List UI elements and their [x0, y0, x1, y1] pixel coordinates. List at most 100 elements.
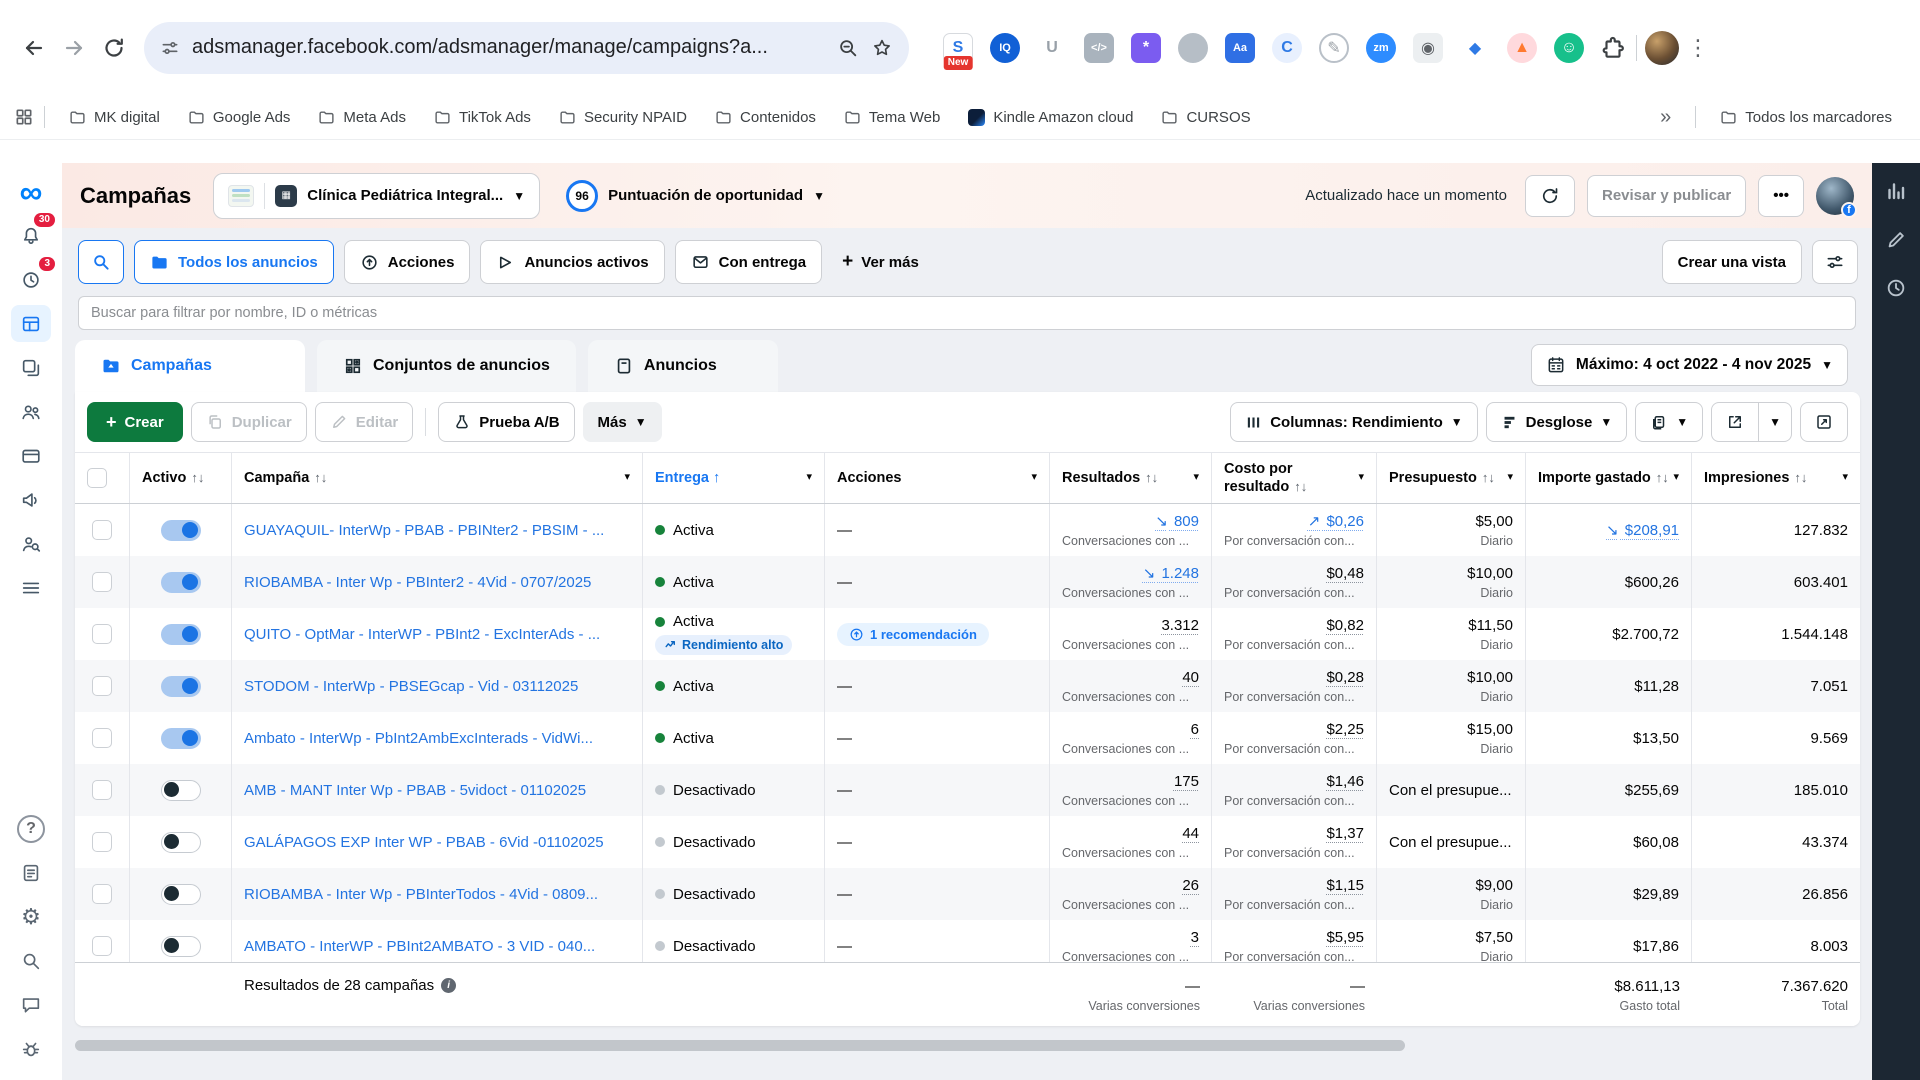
reports-button[interactable]: ▼ — [1635, 402, 1704, 442]
row-checkbox[interactable] — [92, 572, 112, 592]
all-bookmarks-folder[interactable]: Todos los marcadores — [1706, 109, 1906, 126]
sidebar-item-campaigns-table[interactable] — [11, 305, 51, 342]
create-button[interactable]: + Crear — [87, 402, 183, 442]
campaign-link[interactable]: AMBATO - InterWP - PBInt2AMBATO - 3 VID … — [244, 937, 596, 955]
photos-extension-icon[interactable]: ◉ — [1413, 32, 1443, 63]
sidebar-item-notes[interactable] — [11, 854, 51, 891]
results-value[interactable]: 175 — [1173, 772, 1199, 790]
tab-ad-sets[interactable]: Conjuntos de anuncios — [317, 340, 576, 392]
row-checkbox[interactable] — [92, 676, 112, 696]
address-bar[interactable]: adsmanager.facebook.com/adsmanager/manag… — [144, 21, 909, 74]
row-checkbox[interactable] — [92, 832, 112, 852]
cost-value[interactable]: $5,95 — [1326, 928, 1364, 946]
spent-value[interactable]: ↘ $208,91 — [1606, 522, 1679, 539]
campaign-link[interactable]: QUITO - OptMar - InterWP - PBInt2 - ExcI… — [244, 625, 601, 643]
cost-value[interactable]: ↗ $0,26 — [1307, 513, 1364, 530]
active-toggle[interactable] — [160, 935, 201, 957]
column-header-results[interactable]: Resultados ↑↓ ▾ — [1050, 453, 1212, 503]
user-avatar[interactable]: f — [1816, 176, 1857, 218]
tab-campaigns[interactable]: Campañas — [75, 340, 305, 392]
date-range-selector[interactable]: Máximo: 4 oct 2022 - 4 nov 2025 ▼ — [1530, 344, 1848, 386]
sidebar-item-feedback[interactable] — [11, 986, 51, 1023]
search-input[interactable] — [78, 296, 1856, 330]
forward-button[interactable] — [54, 28, 94, 68]
sidebar-item-all-tools[interactable] — [11, 569, 51, 606]
campaign-link[interactable]: Ambato - InterWp - PbInt2AmbExcInterads … — [244, 729, 594, 747]
active-toggle[interactable] — [160, 831, 201, 853]
translate-extension-icon[interactable]: Aa — [1225, 32, 1255, 63]
more-options-button[interactable]: ••• — [1758, 174, 1804, 217]
rail-item-edit-pencil[interactable] — [1885, 229, 1907, 251]
results-value[interactable]: ↘ 809 — [1155, 513, 1199, 530]
bookmark-folder-cursos[interactable]: CURSOS — [1147, 109, 1264, 126]
column-header-budget[interactable]: Presupuesto ↑↓ ▾ — [1377, 453, 1526, 503]
code-inspector-extension-icon[interactable]: </> — [1084, 32, 1114, 63]
rail-item-insights-bars[interactable] — [1884, 179, 1908, 203]
filter-with-delivery[interactable]: Con entrega — [674, 240, 823, 284]
active-toggle[interactable] — [160, 675, 201, 697]
open-charts-button[interactable] — [1800, 402, 1848, 442]
active-toggle[interactable] — [160, 571, 201, 593]
campaign-link[interactable]: GALÁPAGOS EXP Inter WP - PBAB - 6Vid -01… — [244, 833, 604, 851]
site-info-icon[interactable] — [160, 38, 180, 58]
info-icon[interactable]: i — [441, 978, 457, 993]
results-value[interactable]: 3 — [1190, 928, 1199, 946]
filter-all-ads[interactable]: Todos los anuncios — [134, 240, 334, 284]
cost-value[interactable]: $2,25 — [1326, 720, 1364, 738]
campaign-link[interactable]: GUAYAQUIL- InterWp - PBAB - PBINter2 - P… — [244, 521, 605, 539]
breakdown-button[interactable]: Desglose ▼ — [1485, 402, 1628, 442]
apps-grid-icon[interactable] — [14, 107, 34, 127]
reload-button[interactable] — [94, 28, 134, 68]
results-value[interactable]: 44 — [1182, 824, 1199, 842]
account-selector[interactable]: ▦ Clínica Pediátrica Integral... ▼ — [213, 172, 541, 219]
sidebar-item-settings[interactable]: ⚙ — [21, 903, 41, 929]
columns-button[interactable]: Columnas: Rendimiento ▼ — [1230, 402, 1478, 442]
edit-button[interactable]: Editar — [314, 402, 414, 442]
select-all-checkbox[interactable] — [87, 468, 107, 488]
u-reader-extension-icon[interactable]: U — [1046, 38, 1058, 56]
cost-value[interactable]: $1,15 — [1326, 876, 1364, 894]
campaign-link[interactable]: STODOM - InterWp - PBSEGcap - Vid - 0311… — [244, 677, 579, 695]
active-toggle[interactable] — [160, 779, 201, 801]
bookmark-folder-kindle-amazon-cloud[interactable]: Kindle Amazon cloud — [954, 108, 1147, 126]
price-tag-extension-icon[interactable]: ◆ — [1468, 39, 1482, 57]
zoom-extension-icon[interactable]: zm — [1366, 32, 1396, 63]
refresh-button[interactable] — [1525, 174, 1575, 217]
iq-extension-icon[interactable]: IQ — [990, 32, 1020, 63]
pump-extension-icon[interactable] — [1178, 32, 1208, 63]
sidebar-item-search[interactable] — [11, 942, 51, 979]
campaign-link[interactable]: AMB - MANT Inter Wp - PBAB - 5vidoct - 0… — [244, 781, 587, 799]
duplicate-button[interactable]: Duplicar — [190, 402, 307, 442]
results-value[interactable]: 26 — [1182, 876, 1199, 894]
bookmark-star-icon[interactable] — [871, 37, 893, 59]
url-text[interactable]: adsmanager.facebook.com/adsmanager/manag… — [192, 36, 768, 58]
row-checkbox[interactable] — [92, 936, 112, 956]
cost-value[interactable]: $0,48 — [1326, 564, 1364, 582]
export-button[interactable] — [1711, 402, 1760, 442]
extensions-puzzle-icon[interactable] — [1598, 33, 1628, 63]
row-checkbox[interactable] — [92, 520, 112, 540]
cost-value[interactable]: $1,37 — [1326, 824, 1364, 842]
c-ring-extension-icon[interactable]: C — [1272, 32, 1302, 63]
flame-extension-icon[interactable]: ▲ — [1507, 32, 1537, 63]
export-dropdown[interactable]: ▼ — [1759, 402, 1792, 442]
bookmark-folder-google-ads[interactable]: Google Ads — [174, 109, 305, 126]
active-toggle[interactable] — [160, 727, 201, 749]
pencil-tool-extension-icon[interactable]: ✎ — [1319, 32, 1349, 63]
sidebar-item-media-library[interactable] — [11, 349, 51, 386]
sider-extension-icon[interactable]: S New — [943, 32, 973, 70]
search-filter-button[interactable] — [78, 240, 124, 284]
column-header-spent[interactable]: Importe gastado ↑↓ ▾ — [1526, 453, 1692, 503]
column-header-campaign[interactable]: Campaña ↑↓ ▾ — [232, 453, 643, 503]
zoom-out-icon[interactable] — [837, 37, 859, 59]
browser-profile-avatar[interactable] — [1645, 30, 1679, 65]
view-settings-button[interactable] — [1812, 240, 1858, 284]
filter-active-ads[interactable]: Anuncios activos — [480, 240, 665, 284]
bookmark-folder-meta-ads[interactable]: Meta Ads — [304, 109, 420, 126]
cost-value[interactable]: $0,82 — [1326, 616, 1364, 634]
ai-burst-extension-icon[interactable]: * — [1131, 32, 1161, 63]
filter-actions[interactable]: Acciones — [343, 240, 471, 284]
active-toggle[interactable] — [160, 883, 201, 905]
campaign-link[interactable]: RIOBAMBA - Inter Wp - PBInter2 - 4Vid - … — [244, 573, 592, 591]
sidebar-item-audience-insights[interactable] — [11, 525, 51, 562]
